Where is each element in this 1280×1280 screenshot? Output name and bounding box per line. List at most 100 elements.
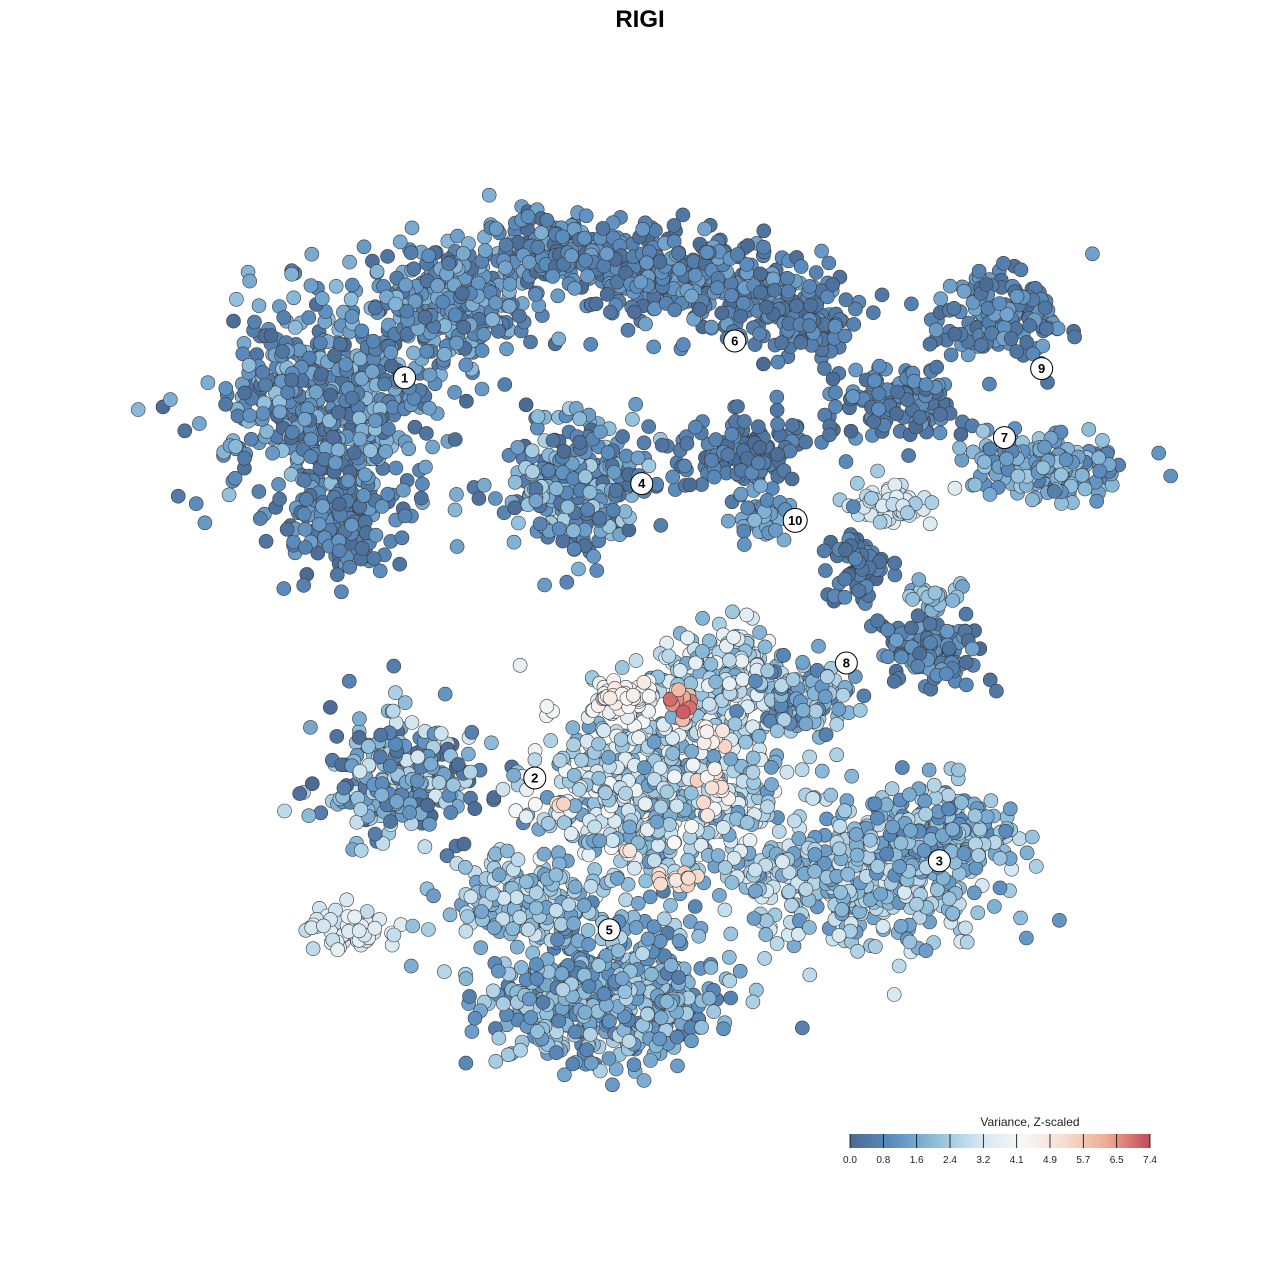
cell-point [367,920,383,936]
cell-point [303,720,318,735]
cell-point [646,339,662,355]
cell-point [229,291,244,307]
cell-point [550,288,566,304]
cell-point [218,396,233,412]
cell-point [779,764,795,780]
cell-point [945,821,960,837]
cell-point [911,572,927,587]
cell-point [922,336,938,352]
cell-point [851,583,867,599]
cell-point [699,245,715,260]
cell-point [801,318,817,334]
cell-point [1025,492,1040,508]
cell-point [1002,801,1018,817]
cell-point [947,326,963,342]
cell-point [954,452,970,468]
cell-point [595,221,611,236]
cell-point [415,476,430,492]
cell-point [380,249,395,264]
cell-point [498,260,513,276]
cell-point [351,410,367,426]
cell-point [331,543,347,559]
cell-point [565,720,581,736]
cell-point [733,308,749,324]
cell-point [580,502,596,518]
cell-point [833,884,848,900]
cell-point [363,443,378,458]
cell-point [608,483,624,498]
cell-point [437,346,452,362]
cell-point [724,288,739,303]
cell-point [966,885,982,901]
cell-point [507,500,523,516]
cell-point [712,888,727,903]
cell-point [365,333,381,349]
cell-point [447,307,463,323]
cell-point [866,414,882,430]
cell-point [704,452,720,468]
cell-point [614,660,630,675]
cell-point [888,406,904,422]
cell-point [163,392,178,407]
cell-point [361,739,376,754]
cell-point [867,796,883,812]
cell-point [255,406,271,421]
cell-point [952,440,967,456]
cell-point [564,248,579,263]
cell-point [170,488,186,504]
cell-point [897,884,912,900]
cell-point [297,540,313,555]
cell-point [421,400,437,416]
cell-point [372,749,388,765]
cell-point [449,487,464,502]
cell-point [537,577,552,593]
cell-point [964,641,980,657]
cell-point [545,269,561,284]
cell-point [663,898,678,913]
cell-point [912,646,927,662]
cell-point [530,240,546,255]
cell-point [730,399,745,414]
cell-point [332,336,348,352]
cell-point [1009,289,1025,304]
cell-point [845,499,861,515]
cell-point [242,408,258,423]
cell-point [356,239,372,255]
cell-point [344,277,360,293]
cell-point [467,801,483,817]
cell-point [425,439,440,455]
cell-point [599,287,615,302]
cell-point [458,1055,474,1071]
cell-point [441,256,457,271]
cell-point [285,424,300,440]
cell-point [695,644,710,659]
cell-point [548,481,564,496]
cell-point [887,477,903,493]
cell-point [803,298,819,313]
cell-point [784,897,799,913]
cell-point [545,433,561,448]
cell-point [476,477,492,493]
cell-point [605,502,621,518]
cell-point [580,268,595,284]
cell-point [916,843,932,858]
cell-point [443,805,459,820]
cell-point [879,846,895,862]
cell-point [736,537,752,552]
cell-point [717,860,733,875]
cell-point [987,899,1002,914]
cell-point [221,487,237,503]
cell-point [774,335,789,351]
cell-point [973,337,989,353]
cell-point [613,732,629,747]
cell-point [875,919,891,934]
cell-point [386,658,402,674]
cell-point [279,521,295,537]
cell-point [775,854,790,870]
cell-point [302,350,317,366]
cell-point [397,695,413,711]
cell-point [793,259,809,274]
cell-point [912,409,928,425]
cell-point [758,927,774,942]
cell-point [834,902,850,917]
